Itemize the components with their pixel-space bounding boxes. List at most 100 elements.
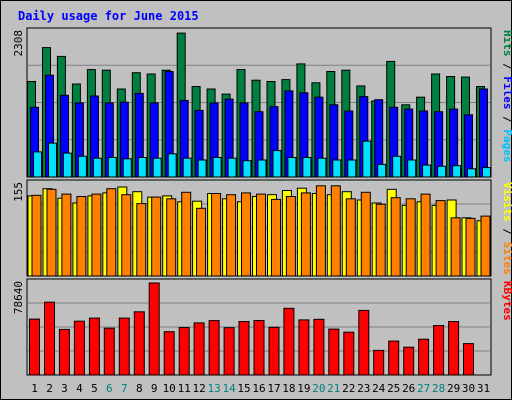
bar-pages-day-19 [302,157,312,178]
bar-kbytes-day-11 [178,327,190,376]
bar-pages-day-13 [212,157,222,178]
bar-kbytes-day-23 [358,309,370,376]
bar-kbytes-day-5 [88,317,100,376]
bar-sites-day-15 [241,192,251,277]
x-tick-label-10: 10 [163,382,176,395]
side-label-separator: / [501,57,512,77]
bar-sites-day-30 [465,217,476,277]
x-tick-label-28: 28 [432,382,445,395]
bar-sites-day-16 [256,193,266,277]
x-tick-label-9: 9 [151,382,158,395]
x-tick-label-13: 13 [207,382,220,395]
x-tick-label-19: 19 [297,382,310,395]
bar-pages-day-5 [92,157,102,178]
bar-pages-day-16 [257,159,267,178]
bar-sites-day-6 [106,188,117,277]
x-tick-label-5: 5 [91,382,98,395]
bar-sites-day-1 [31,194,42,277]
bar-sites-day-9 [151,196,162,277]
bar-files-day-31 [479,88,488,178]
bar-sites-day-3 [61,193,72,277]
x-tick-label-1: 1 [31,382,38,395]
x-tick-label-20: 20 [312,382,325,395]
bar-pages-day-21 [332,159,342,178]
bar-kbytes-day-24 [373,349,385,376]
x-tick-label-2: 2 [46,382,53,395]
x-tick-label-30: 30 [462,382,475,395]
bar-pages-day-17 [272,150,282,178]
x-tick-label-4: 4 [76,382,83,395]
bar-pages-day-29 [452,165,462,178]
x-tick-label-6: 6 [106,382,113,395]
side-label-kbytes: KBytes [501,281,512,321]
x-tick-label-22: 22 [342,382,355,395]
bar-sites-day-25 [390,197,401,277]
bar-sites-day-31 [480,215,491,277]
bar-sites-day-10 [166,198,177,277]
bar-kbytes-day-25 [388,340,400,376]
bar-pages-day-1 [33,151,42,178]
bar-pages-day-11 [182,157,192,178]
bar-pages-day-2 [48,142,57,178]
bar-pages-day-30 [467,168,476,178]
side-label-sites: Sites [501,242,512,275]
bar-pages-day-31 [482,167,491,178]
panel-visits-sites: 155 Visits / Sites [12,179,512,277]
bar-pages-day-26 [407,159,417,178]
bar-pages-day-7 [122,158,132,178]
bar-kbytes-day-9 [148,282,160,376]
bar-sites-day-20 [315,185,326,277]
bar-pages-day-9 [152,157,162,178]
x-tick-label-14: 14 [222,382,236,395]
x-tick-label-27: 27 [417,382,430,395]
x-tick-label-8: 8 [136,382,143,395]
bar-sites-day-28 [435,200,446,277]
bar-files-day-30 [464,114,473,178]
bar-sites-day-27 [420,193,431,277]
bar-kbytes-day-12 [193,322,205,376]
bar-kbytes-day-20 [313,318,325,376]
panel-kbytes: 78640 KBytes [12,278,512,376]
bar-kbytes-day-19 [298,319,310,376]
bar-kbytes-day-18 [283,307,295,376]
bar-pages-day-18 [287,157,297,178]
bar-kbytes-day-6 [103,327,115,376]
x-tick-label-23: 23 [357,382,370,395]
side-label-files: Files [501,76,512,109]
side-label-separator: / [501,110,512,130]
bar-pages-day-22 [347,159,357,178]
bar-sites-day-14 [226,194,237,277]
bar-kbytes-day-10 [163,331,175,376]
bar-sites-day-22 [345,198,356,277]
bar-kbytes-day-28 [433,325,445,376]
bar-sites-day-12 [196,207,207,277]
x-tick-label-17: 17 [267,382,280,395]
bar-kbytes-day-16 [253,320,265,376]
side-label-group: Hits / Files / Pages [501,30,512,163]
x-tick-label-16: 16 [252,382,265,395]
side-label-separator: / [501,222,512,242]
bar-pages-day-10 [167,153,177,178]
bar-pages-day-14 [227,157,237,178]
bar-pages-day-23 [362,140,372,178]
x-tick-label-31: 31 [477,382,490,395]
bar-sites-day-17 [271,198,281,277]
bar-sites-day-13 [211,193,222,277]
bar-kbytes-day-1 [29,318,40,376]
bar-sites-day-19 [300,192,311,277]
bar-sites-day-18 [285,196,296,277]
bar-kbytes-day-3 [58,328,70,376]
y-max-label: 2308 [12,30,25,57]
x-tick-label-12: 12 [192,382,205,395]
x-tick-label-18: 18 [282,382,295,395]
bar-pages-day-20 [317,157,327,178]
bar-pages-day-15 [242,160,252,178]
bar-kbytes-day-26 [403,346,415,376]
bar-pages-day-8 [137,157,147,178]
bar-kbytes-day-2 [44,301,55,376]
bar-sites-day-21 [330,185,341,277]
bar-pages-day-27 [422,164,432,178]
bar-sites-day-29 [450,217,461,277]
